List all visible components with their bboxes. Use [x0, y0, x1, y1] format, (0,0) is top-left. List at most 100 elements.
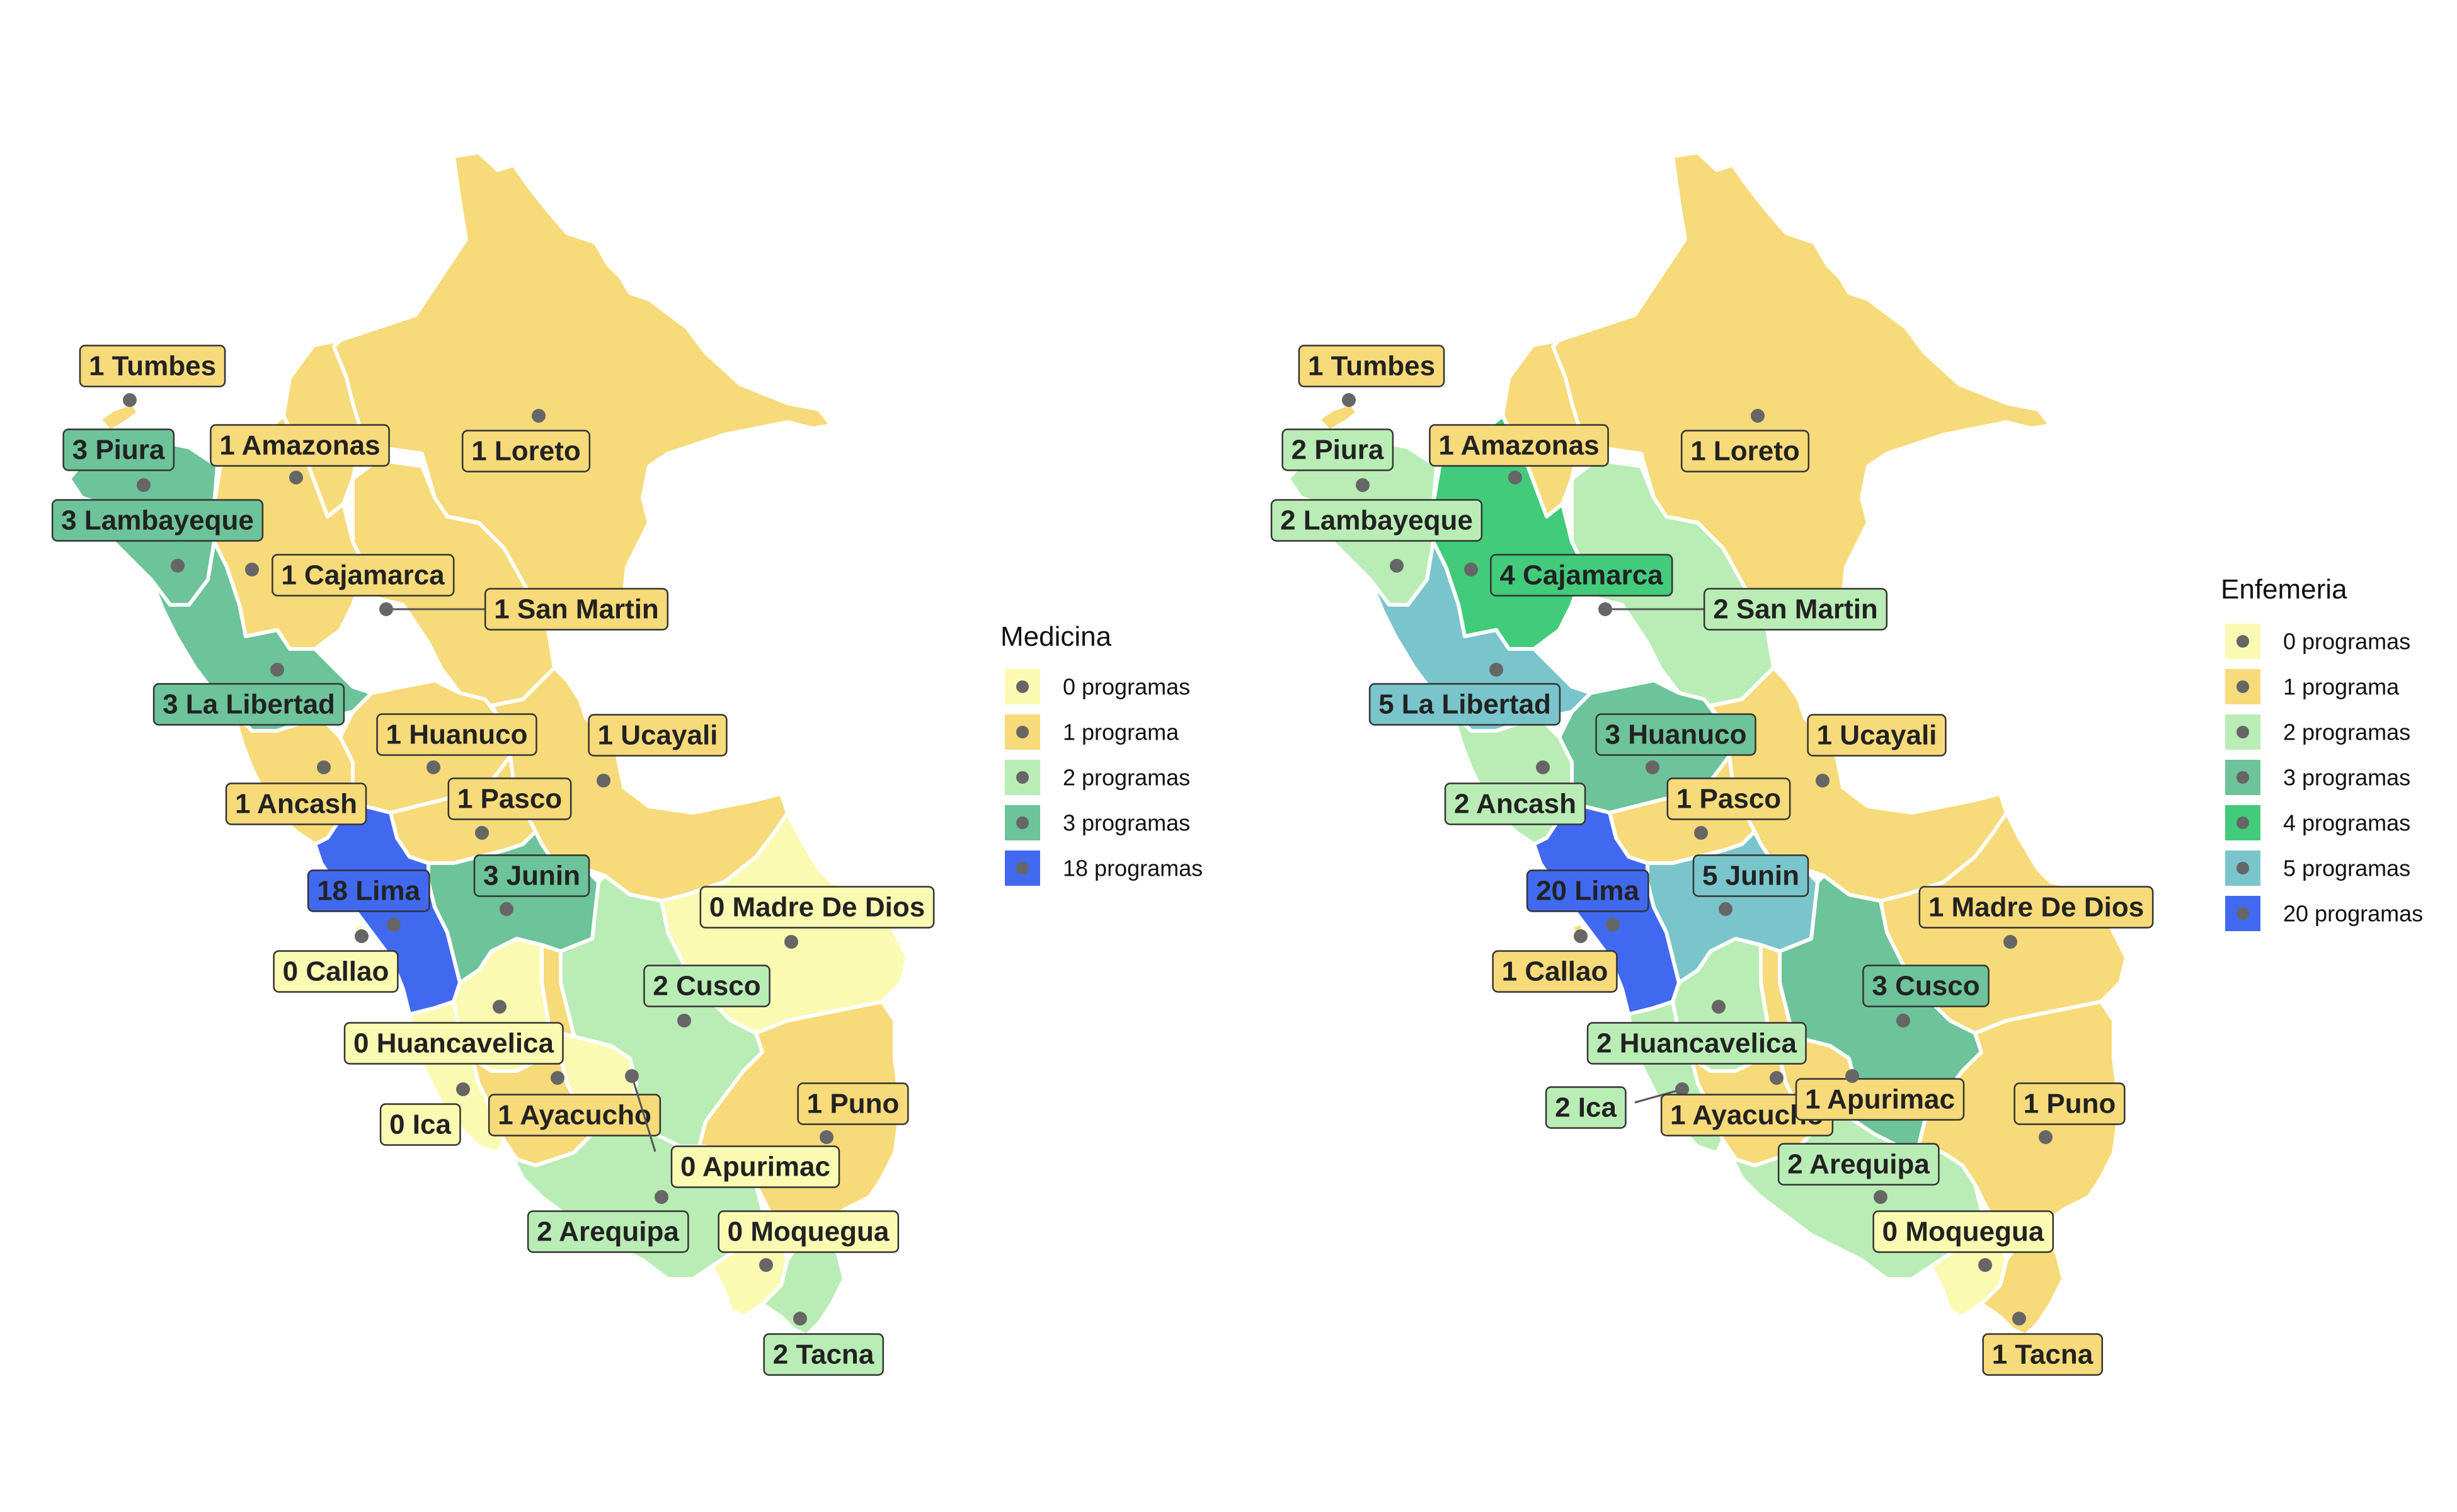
label-box: [51, 499, 264, 542]
legend-item: 5 programas: [2225, 850, 2410, 886]
enfemeria-region-tumbes: [1317, 401, 1360, 433]
region-point: [1464, 563, 1478, 576]
label-box: [1298, 345, 1445, 387]
label-box: [670, 1145, 840, 1188]
region-label-text: 1 Ayacucho: [498, 1100, 651, 1131]
medicina-legend-title: Medicina: [1000, 621, 1112, 652]
legend-item: 4 programas: [2225, 805, 2410, 840]
label-box: [2013, 1082, 2126, 1125]
label-box: [1595, 713, 1756, 756]
medicina-label-moquegua: 0 Moquegua: [718, 1210, 900, 1272]
legend-item: 2 programas: [2225, 714, 2410, 750]
enfemeria-label-junin: 5 Junin: [1692, 854, 1809, 916]
legend-item: 18 programas: [1005, 850, 1203, 886]
label-box: [1680, 430, 1810, 472]
region-label-text: 5 La Libertad: [1378, 689, 1551, 720]
enfemeria-label-puno: 1 Puno: [2013, 1082, 2126, 1144]
medicina-label-amazonas: 1 Amazonas: [210, 424, 390, 484]
legend-label: 18 programas: [1063, 856, 1203, 881]
legend-point-icon: [2236, 862, 2249, 874]
region-label-text: 2 Tacna: [773, 1339, 874, 1370]
medicina-map: 1 Tumbes 3 Piura 3 Lambayeque 1 Amazonas 1 L…: [51, 151, 935, 1376]
label-box: [1492, 950, 1618, 993]
medicina-label-lambayeque: 3 Lambayeque: [51, 499, 264, 573]
region-point: [1342, 393, 1356, 407]
region-point: [1356, 478, 1370, 492]
region-label-text: 4 Cajamarca: [1499, 560, 1663, 591]
legend-item: 0 programas: [1005, 669, 1190, 704]
legend-point-icon: [1016, 726, 1029, 738]
legend-item: 1 programa: [2225, 669, 2400, 704]
region-point: [820, 1130, 833, 1144]
label-box: [1692, 854, 1809, 897]
region-point: [171, 559, 185, 573]
legend-label: 0 programas: [2283, 629, 2410, 655]
legend-label: 20 programas: [2283, 901, 2423, 927]
label-box: [1368, 683, 1561, 726]
region-point: [1489, 663, 1503, 677]
region-label-text: 3 Piura: [72, 435, 165, 466]
enfemeria-label-ica: 2 Ica: [1545, 1082, 1689, 1129]
region-point: [317, 760, 331, 774]
label-box: [473, 854, 590, 897]
legend-point-icon: [1016, 862, 1029, 874]
region-point: [1874, 1190, 1887, 1204]
legend-point-icon: [2236, 816, 2249, 829]
medicina-label-ucayali: 1 Ucayali: [588, 714, 728, 788]
region-point: [427, 760, 440, 774]
enfemeria-label-huanuco: 3 Huanuco: [1595, 713, 1756, 774]
region-label-text: 1 Amazonas: [1438, 430, 1599, 461]
enfemeria-label-arequipa: 2 Arequipa: [1777, 1143, 1940, 1204]
medicina-label-ica: 0 Ica: [379, 1082, 470, 1146]
legend-point-icon: [2236, 726, 2249, 738]
label-box: [1545, 1086, 1627, 1129]
label-box: [763, 1333, 885, 1376]
label-box: [797, 1082, 909, 1125]
enfemeria-label-ucayali: 1 Ucayali: [1807, 714, 1947, 788]
enfemeria-labels: 1 Tumbes 2 Piura 2 Lambayeque 1 Amazonas 1 L…: [1270, 345, 2154, 1376]
enfemeria-legend: Enfemeria 0 programas 1 programa 2 program…: [2221, 574, 2423, 931]
region-point: [123, 393, 137, 407]
region-label-text: 1 Amazonas: [219, 430, 380, 461]
medicina-label-huanuco: 1 Huanuco: [376, 713, 537, 774]
region-label-text: 1 Puno: [807, 1089, 900, 1120]
medicina-label-puno: 1 Puno: [797, 1082, 909, 1144]
region-label-text: 3 Cusco: [1872, 971, 1979, 1002]
label-box: [210, 424, 390, 467]
region-label-text: 1 Tumbes: [89, 351, 216, 382]
region-label-text: 2 Ica: [1555, 1092, 1617, 1123]
region-point: [289, 471, 303, 484]
label-box: [447, 777, 572, 820]
region-label-text: 2 Cusco: [653, 971, 760, 1002]
label-box: [1807, 714, 1947, 757]
legend-point-icon: [1016, 680, 1029, 693]
region-label-text: 2 San Martin: [1713, 594, 1878, 625]
enfemeria-label-pasco: 1 Pasco: [1666, 777, 1791, 840]
medicina-label-san-martin: 1 San Martin: [379, 588, 669, 631]
region-label-text: 2 Ancash: [1454, 789, 1576, 820]
region-point: [270, 663, 284, 677]
region-label-text: 0 Ica: [389, 1109, 451, 1140]
legend-point-icon: [2236, 771, 2249, 784]
label-box: [1666, 777, 1791, 820]
medicina-region-tumbes: [98, 401, 140, 433]
enfemeria-label-apurimac: 1 Apurimac: [1795, 1069, 1965, 1121]
legend-point-icon: [2236, 635, 2249, 648]
medicina-label-pasco: 1 Pasco: [447, 777, 572, 840]
region-point: [1508, 471, 1522, 484]
region-label-text: 1 Apurimac: [1805, 1084, 1955, 1115]
region-label-text: 1 Loreto: [471, 436, 581, 467]
region-point: [2012, 1312, 2026, 1326]
label-box: [1862, 965, 1990, 1007]
legend-point-icon: [1016, 816, 1029, 829]
region-point: [379, 602, 393, 616]
legend-item: 3 programas: [1005, 805, 1190, 840]
legend-label: 4 programas: [2283, 810, 2410, 836]
label-box: [1586, 1022, 1807, 1065]
label-box: [1429, 424, 1609, 467]
medicina-label-loreto: 1 Loreto: [461, 409, 591, 472]
enfemeria-label-san-martin: 2 San Martin: [1598, 588, 1888, 631]
region-point: [1816, 774, 1830, 788]
label-box: [1281, 428, 1394, 471]
legend-label: 0 programas: [1063, 674, 1190, 700]
